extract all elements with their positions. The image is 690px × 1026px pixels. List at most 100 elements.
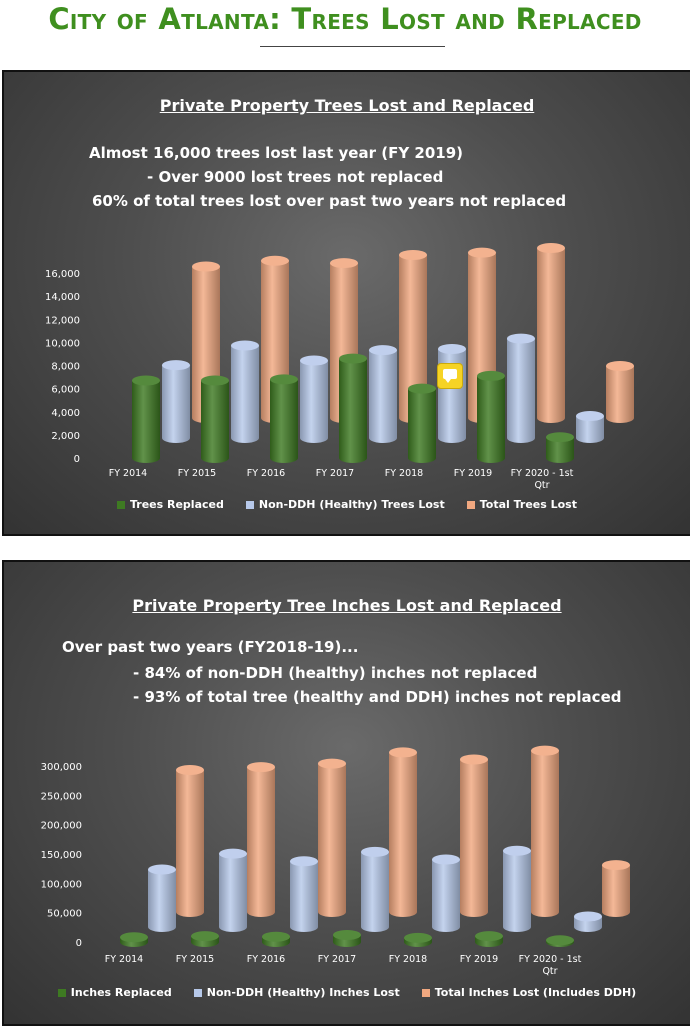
legend-item-healthy: Non-DDH (Healthy) Inches Lost — [193, 986, 400, 999]
chart-note: - 84% of non-DDH (healthy) inches not re… — [133, 664, 538, 682]
cylinder-healthy — [369, 345, 397, 443]
cylinder-total — [602, 860, 630, 917]
x-tick-label: FY 2015 — [178, 468, 216, 479]
legend-item-healthy: Non-DDH (Healthy) Trees Lost — [245, 498, 445, 511]
legend-label: Non-DDH (Healthy) Inches Lost — [206, 986, 400, 999]
x-tick-label: FY 2017 — [318, 954, 356, 965]
cylinder-replaced — [132, 375, 160, 463]
chart-legend: Trees Replaced Non-DDH (Healthy) Trees L… — [4, 498, 690, 511]
y-tick-label: 12,000 — [45, 315, 80, 326]
cylinder-replaced — [201, 375, 229, 463]
cylinder-total — [460, 754, 488, 917]
cylinder-total — [318, 758, 346, 917]
x-tick-label: FY 2020 - 1st Qtr — [511, 468, 574, 491]
y-tick-label: 150,000 — [41, 850, 82, 861]
cylinder-healthy — [576, 411, 604, 443]
x-tick-label: FY 2018 — [389, 954, 427, 965]
cylinder-total — [531, 745, 559, 917]
chart-note: 60% of total trees lost over past two ye… — [92, 192, 567, 210]
legend-swatch-replaced — [57, 988, 66, 997]
x-tick-label: FY 2019 — [454, 468, 492, 479]
cylinder-replaced — [546, 935, 574, 947]
x-tick-label: FY 2014 — [109, 468, 147, 479]
x-tick-label: FY 2016 — [247, 468, 285, 479]
legend-item-total: Total Trees Lost — [466, 498, 577, 511]
y-tick-label: 50,000 — [47, 909, 82, 920]
cylinder-total — [606, 360, 634, 423]
y-tick-label: 0 — [76, 938, 82, 949]
x-tick-label: FY 2014 — [105, 954, 143, 965]
x-tick-label: FY 2018 — [385, 468, 423, 479]
cylinder-healthy — [503, 845, 531, 932]
cylinder-healthy — [300, 355, 328, 443]
cylinder-replaced — [475, 931, 503, 947]
cylinder-total — [537, 243, 565, 423]
cylinder-total — [389, 747, 417, 917]
chart-note: - Over 9000 lost trees not replaced — [147, 168, 444, 186]
legend-swatch-total — [421, 988, 430, 997]
x-tick-label: FY 2019 — [460, 954, 498, 965]
legend-swatch-total — [466, 500, 475, 509]
cylinder-replaced — [120, 932, 148, 947]
cylinder-healthy — [231, 340, 259, 443]
cylinder-replaced — [262, 931, 290, 947]
cylinder-total — [176, 765, 204, 917]
cylinder-replaced — [333, 929, 361, 947]
y-tick-label: 2,000 — [51, 431, 80, 442]
legend-label: Total Inches Lost (Includes DDH) — [434, 986, 637, 999]
y-tick-label: 16,000 — [45, 269, 80, 280]
x-tick-label: FY 2016 — [247, 954, 285, 965]
chart-legend: Inches Replaced Non-DDH (Healthy) Inches… — [4, 986, 690, 999]
cylinder-total — [399, 249, 427, 423]
y-tick-label: 14,000 — [45, 292, 80, 303]
chart-title: Private Property Trees Lost and Replaced — [159, 96, 535, 115]
inches-bar-chart: 300,000 250,000 200,000 150,000 100,000 50,00… — [41, 745, 630, 977]
cylinder-replaced — [339, 353, 367, 463]
x-tick-label: FY 2020 - 1st Qtr — [519, 954, 582, 977]
y-tick-label: 10,000 — [45, 338, 80, 349]
cylinder-replaced — [408, 383, 436, 463]
cylinder-healthy — [438, 343, 466, 443]
legend-item-replaced: Trees Replaced — [116, 498, 224, 511]
y-tick-label: 200,000 — [41, 821, 82, 832]
chart-title: Private Property Tree Inches Lost and Re… — [132, 596, 562, 615]
cylinder-healthy — [162, 360, 190, 443]
x-tick-label: FY 2017 — [316, 468, 354, 479]
legend-label: Total Trees Lost — [479, 498, 577, 511]
inches-chart-panel: Private Property Tree Inches Lost and Re… — [2, 560, 690, 1026]
cylinder-healthy — [574, 911, 602, 932]
y-tick-label: 8,000 — [51, 362, 80, 373]
legend-swatch-healthy — [193, 988, 202, 997]
cylinder-healthy — [290, 856, 318, 932]
cylinder-healthy — [219, 848, 247, 932]
x-tick-label: FY 2015 — [176, 954, 214, 965]
cylinder-healthy — [148, 864, 176, 932]
cylinder-replaced — [477, 370, 505, 463]
title-divider — [260, 46, 445, 47]
legend-label: Trees Replaced — [129, 498, 224, 511]
legend-item-total: Total Inches Lost (Includes DDH) — [421, 986, 637, 999]
comment-icon[interactable] — [438, 364, 462, 388]
cylinder-healthy — [432, 854, 460, 932]
cylinder-replaced — [546, 432, 574, 463]
legend-label: Inches Replaced — [70, 986, 172, 999]
page-title: City of Atlanta: Trees Lost and Replaced — [48, 2, 642, 36]
y-tick-label: 100,000 — [41, 879, 82, 890]
trees-chart-panel: Private Property Trees Lost and Replaced… — [2, 70, 690, 536]
chart-note: Almost 16,000 trees lost last year (FY 2… — [89, 144, 464, 162]
cylinder-replaced — [404, 932, 432, 947]
cylinder-healthy — [507, 333, 535, 443]
y-tick-label: 300,000 — [41, 762, 82, 773]
y-tick-label: 6,000 — [51, 385, 80, 396]
y-tick-label: 0 — [74, 454, 80, 465]
legend-swatch-healthy — [245, 500, 254, 509]
y-tick-label: 250,000 — [41, 791, 82, 802]
cylinder-healthy — [361, 846, 389, 932]
cylinder-replaced — [191, 931, 219, 947]
legend-label: Non-DDH (Healthy) Trees Lost — [258, 498, 445, 511]
legend-swatch-replaced — [116, 500, 125, 509]
y-tick-label: 4,000 — [51, 408, 80, 419]
cylinder-replaced — [270, 374, 298, 463]
cylinder-total — [247, 762, 275, 917]
legend-item-replaced: Inches Replaced — [57, 986, 172, 999]
